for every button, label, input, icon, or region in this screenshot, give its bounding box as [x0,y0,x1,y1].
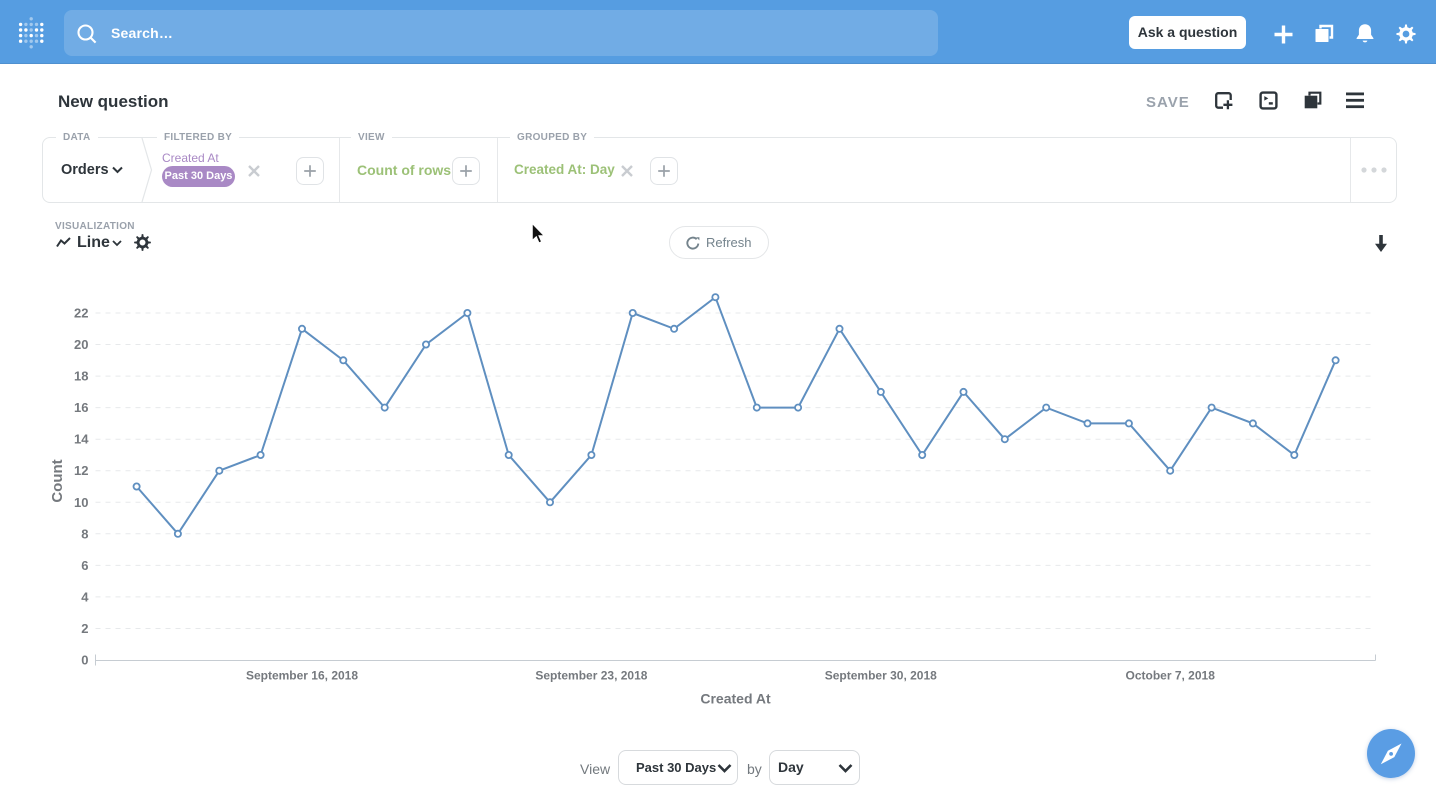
svg-text:2: 2 [81,621,88,636]
svg-text:20: 20 [74,337,88,352]
svg-text:September 16, 2018: September 16, 2018 [246,669,358,683]
svg-text:12: 12 [74,463,88,478]
svg-text:18: 18 [74,369,88,384]
svg-text:Created At: Created At [700,691,771,707]
svg-text:September 23, 2018: September 23, 2018 [535,669,647,683]
svg-text:6: 6 [81,558,88,573]
svg-text:September 30, 2018: September 30, 2018 [825,669,937,683]
svg-text:8: 8 [81,526,88,541]
svg-text:16: 16 [74,400,88,415]
svg-text:0: 0 [81,653,88,668]
svg-text:Count: Count [49,459,66,502]
svg-text:22: 22 [74,306,88,321]
svg-text:October 7, 2018: October 7, 2018 [1126,669,1216,683]
svg-text:4: 4 [81,589,89,604]
svg-text:10: 10 [74,495,88,510]
svg-text:14: 14 [74,432,89,447]
